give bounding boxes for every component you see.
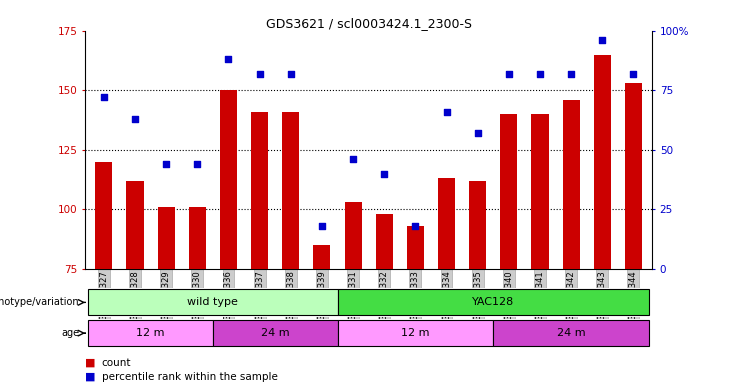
Point	[98, 94, 110, 101]
Text: wild type: wild type	[187, 297, 239, 308]
Point	[253, 71, 265, 77]
Bar	[88, 320, 213, 346]
Point	[285, 71, 296, 77]
Bar	[251, 112, 268, 269]
Bar	[562, 100, 579, 269]
Point	[410, 223, 422, 229]
Bar	[500, 114, 517, 269]
Title: GDS3621 / scl0003424.1_2300-S: GDS3621 / scl0003424.1_2300-S	[265, 17, 472, 30]
Text: YAC128: YAC128	[472, 297, 514, 308]
Bar	[345, 202, 362, 269]
Bar	[213, 320, 337, 346]
Bar	[127, 181, 144, 269]
Point	[534, 71, 546, 77]
Point	[503, 71, 515, 77]
Point	[347, 156, 359, 162]
Point	[160, 161, 172, 167]
Bar	[407, 226, 424, 269]
Text: ■: ■	[85, 372, 96, 382]
Bar	[337, 290, 649, 315]
Point	[597, 37, 608, 43]
Bar	[189, 207, 206, 269]
Bar	[531, 114, 548, 269]
Bar	[469, 181, 486, 269]
Bar	[220, 90, 237, 269]
Bar	[494, 320, 649, 346]
Text: age: age	[62, 328, 79, 338]
Bar	[158, 207, 175, 269]
Bar	[313, 245, 330, 269]
Point	[191, 161, 203, 167]
Bar	[376, 214, 393, 269]
Point	[222, 56, 234, 62]
Bar	[438, 178, 455, 269]
Point	[316, 223, 328, 229]
Text: genotype/variation: genotype/variation	[0, 297, 79, 308]
Point	[565, 71, 577, 77]
Bar	[625, 83, 642, 269]
Text: ■: ■	[85, 358, 96, 368]
Point	[129, 116, 141, 122]
Bar	[88, 290, 337, 315]
Point	[379, 170, 391, 177]
Bar	[594, 55, 611, 269]
Point	[441, 109, 453, 115]
Text: 12 m: 12 m	[401, 328, 430, 338]
Point	[472, 130, 484, 136]
Bar	[337, 320, 494, 346]
Text: 12 m: 12 m	[136, 328, 165, 338]
Bar	[282, 112, 299, 269]
Text: count: count	[102, 358, 131, 368]
Text: 24 m: 24 m	[556, 328, 585, 338]
Text: percentile rank within the sample: percentile rank within the sample	[102, 372, 277, 382]
Text: 24 m: 24 m	[261, 328, 290, 338]
Point	[628, 71, 639, 77]
Bar	[96, 162, 113, 269]
